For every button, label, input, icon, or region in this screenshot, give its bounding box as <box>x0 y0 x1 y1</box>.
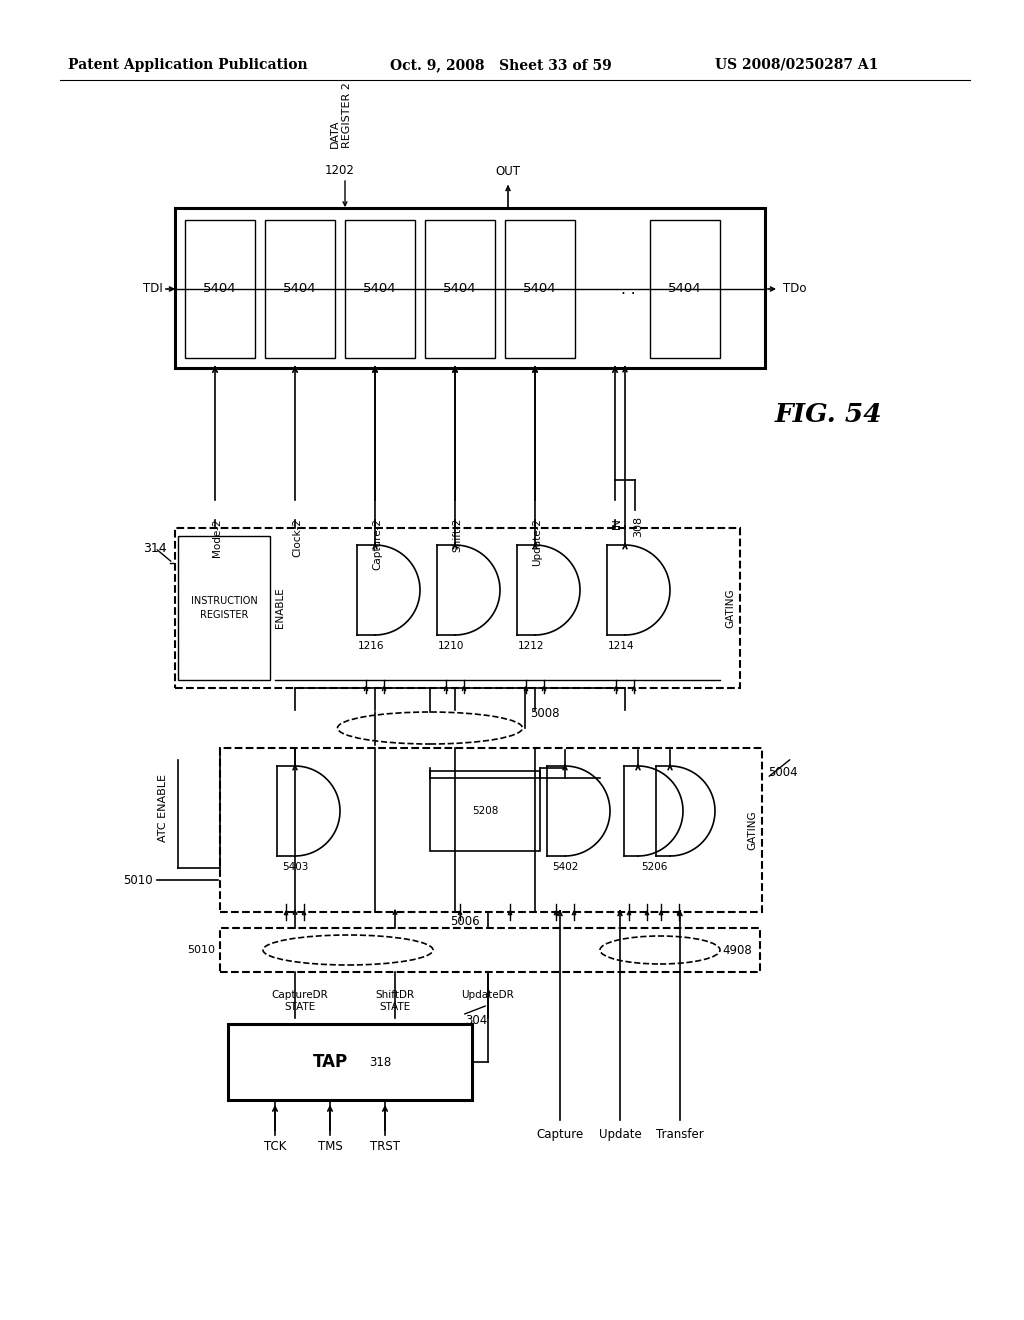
Text: 5404: 5404 <box>523 282 557 296</box>
Text: ENABLE: ENABLE <box>275 587 285 628</box>
Bar <box>220 748 762 912</box>
Text: OUT: OUT <box>496 165 520 178</box>
Bar <box>650 220 720 358</box>
Text: Capture-2: Capture-2 <box>372 517 382 570</box>
Text: TAP: TAP <box>312 1053 347 1071</box>
Text: TRST: TRST <box>370 1140 400 1152</box>
Text: 5208: 5208 <box>472 807 499 816</box>
Text: Capture: Capture <box>537 1129 584 1140</box>
Text: Update: Update <box>599 1129 641 1140</box>
Text: 5206: 5206 <box>641 862 668 873</box>
Text: 1216: 1216 <box>357 642 384 651</box>
Text: 5404: 5404 <box>364 282 397 296</box>
Bar <box>265 220 335 358</box>
Text: TMS: TMS <box>317 1140 342 1152</box>
Text: 5004: 5004 <box>768 767 798 780</box>
Bar <box>220 928 760 972</box>
Text: 1210: 1210 <box>438 642 464 651</box>
Bar <box>228 1024 472 1100</box>
Text: GATING: GATING <box>725 589 735 628</box>
Bar <box>345 220 415 358</box>
Text: CaptureDR
STATE: CaptureDR STATE <box>271 990 329 1012</box>
Bar <box>178 536 270 680</box>
Text: GATING: GATING <box>746 810 757 850</box>
Text: UpdateDR: UpdateDR <box>462 990 514 1001</box>
Bar <box>430 771 540 851</box>
Text: 1214: 1214 <box>608 642 634 651</box>
Text: Update-2: Update-2 <box>532 517 542 566</box>
Text: 5403: 5403 <box>282 862 308 873</box>
Text: 5404: 5404 <box>443 282 477 296</box>
Text: 314: 314 <box>143 541 167 554</box>
Text: Patent Application Publication: Patent Application Publication <box>68 58 307 73</box>
Text: Mode-2: Mode-2 <box>212 517 222 557</box>
Text: 4908: 4908 <box>722 944 752 957</box>
Bar <box>185 220 255 358</box>
Bar <box>425 220 495 358</box>
Text: 5010: 5010 <box>123 874 153 887</box>
Text: IN: IN <box>612 517 622 529</box>
Text: 304: 304 <box>465 1014 487 1027</box>
Text: TCK: TCK <box>264 1140 286 1152</box>
Text: INSTRUCTION
REGISTER: INSTRUCTION REGISTER <box>190 597 257 620</box>
Bar <box>505 220 575 358</box>
Text: Shift-2: Shift-2 <box>452 517 462 552</box>
Text: Oct. 9, 2008   Sheet 33 of 59: Oct. 9, 2008 Sheet 33 of 59 <box>390 58 611 73</box>
Text: 5404: 5404 <box>284 282 316 296</box>
Text: FIG. 54: FIG. 54 <box>775 403 883 428</box>
Text: REGISTER 2: REGISTER 2 <box>342 82 352 148</box>
Bar <box>175 528 740 688</box>
Text: 308: 308 <box>633 516 643 537</box>
Text: Clock-2: Clock-2 <box>292 517 302 557</box>
Text: 5402: 5402 <box>552 862 579 873</box>
Text: TDI: TDI <box>143 282 163 296</box>
Text: Transfer: Transfer <box>656 1129 703 1140</box>
Text: 5008: 5008 <box>530 708 559 719</box>
Text: 5010: 5010 <box>187 945 215 954</box>
Text: TDo: TDo <box>783 282 807 296</box>
Text: 1202: 1202 <box>325 164 355 177</box>
Text: ATC ENABLE: ATC ENABLE <box>158 774 168 842</box>
Text: 318: 318 <box>369 1056 391 1068</box>
Text: 5404: 5404 <box>669 282 701 296</box>
Text: ShiftDR
STATE: ShiftDR STATE <box>376 990 415 1012</box>
Text: DATA: DATA <box>330 120 340 148</box>
Text: 5404: 5404 <box>203 282 237 296</box>
Bar <box>175 209 765 368</box>
Text: . .: . . <box>621 281 635 297</box>
Text: 5006: 5006 <box>450 915 479 928</box>
Text: 1212: 1212 <box>518 642 544 651</box>
Text: US 2008/0250287 A1: US 2008/0250287 A1 <box>715 58 879 73</box>
